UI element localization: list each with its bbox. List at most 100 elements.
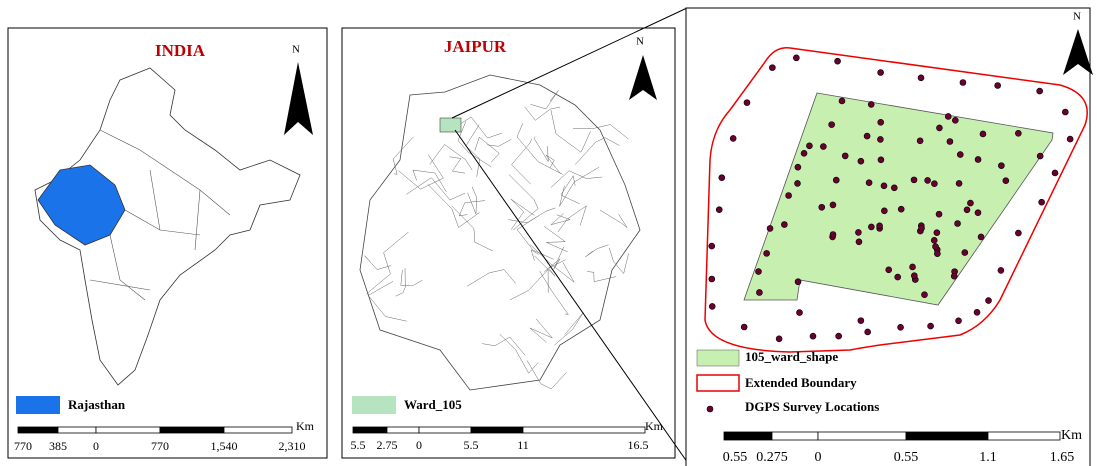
survey-point (794, 180, 800, 186)
north-label: N (292, 44, 300, 56)
survey-point (1037, 88, 1043, 94)
survey-point (952, 117, 958, 123)
survey-point (756, 289, 762, 295)
survey-point (730, 135, 736, 141)
scale-label: 385 (49, 439, 67, 453)
survey-point (829, 122, 835, 128)
survey-point (709, 276, 715, 282)
survey-point (795, 164, 801, 170)
scale-unit: Km (296, 419, 315, 433)
scale-label: 770 (151, 439, 169, 453)
survey-point (716, 207, 722, 213)
survey-point (891, 185, 897, 191)
survey-point (964, 207, 970, 213)
scale-label: 770 (14, 439, 32, 453)
title: INDIA (155, 41, 206, 60)
survey-point (921, 292, 927, 298)
survey-point (835, 58, 841, 64)
survey-point (911, 177, 917, 183)
scale-label: 1.65 (1050, 450, 1075, 465)
survey-point (962, 250, 968, 256)
north-label: N (1073, 11, 1081, 23)
ward-panel: N 105_ward_shape Extended Boundary DGPS … (686, 8, 1093, 466)
survey-point (810, 333, 816, 339)
scale-label: 1.1 (979, 450, 997, 465)
survey-point (1037, 153, 1043, 159)
survey-point (995, 82, 1001, 88)
survey-point (895, 274, 901, 280)
scale-label: 0.275 (756, 450, 788, 465)
legend-swatch (697, 350, 739, 366)
survey-point (975, 210, 981, 216)
legend-label: Extended Boundary (745, 375, 857, 390)
survey-point (806, 143, 812, 149)
scale-label: 16.5 (628, 438, 649, 452)
survey-point (776, 336, 782, 342)
survey-point (878, 69, 884, 75)
survey-point (955, 220, 961, 226)
survey-point (709, 303, 715, 309)
survey-point (786, 192, 792, 198)
survey-point (769, 65, 775, 71)
survey-point (1067, 136, 1073, 142)
survey-point (842, 153, 848, 159)
scale-bar (724, 432, 1060, 440)
survey-point (918, 75, 924, 81)
survey-point (898, 324, 904, 330)
survey-point (956, 318, 962, 324)
survey-point (744, 100, 750, 106)
survey-point (709, 243, 715, 249)
survey-point (931, 237, 937, 243)
survey-point (878, 119, 884, 125)
survey-point (855, 229, 861, 235)
legend-swatch (707, 406, 713, 412)
survey-point (1015, 130, 1021, 136)
survey-point (928, 323, 934, 329)
ward-105 (440, 118, 461, 132)
scale-label: 0 (416, 438, 422, 452)
survey-point (933, 244, 939, 250)
survey-point (796, 310, 802, 316)
scale-label: 5.5 (464, 438, 479, 452)
legend-label: DGPS Survey Locations (745, 399, 879, 414)
survey-point (858, 318, 864, 324)
survey-point (836, 333, 842, 339)
survey-point (934, 230, 940, 236)
survey-point (781, 222, 787, 228)
survey-point (1062, 109, 1068, 115)
survey-point (865, 329, 871, 335)
title: JAIPUR (444, 37, 507, 56)
scale-label: 0.55 (723, 450, 748, 465)
survey-point (866, 180, 872, 186)
survey-point (998, 267, 1004, 273)
survey-point (975, 156, 981, 162)
survey-point (801, 150, 807, 156)
survey-point (864, 133, 870, 139)
survey-point (878, 157, 884, 163)
scale-label: 2.75 (377, 438, 398, 452)
scale-label: 0 (815, 450, 822, 465)
survey-point (945, 113, 951, 119)
survey-point (898, 206, 904, 212)
legend-label: Ward_105 (404, 397, 462, 412)
scale-label: 0.55 (894, 450, 919, 465)
scale-label: 2,310 (279, 439, 306, 453)
survey-point (881, 183, 887, 189)
survey-point (877, 136, 883, 142)
survey-point (951, 273, 957, 279)
survey-point (980, 131, 986, 137)
figure: INDIA N Rajasthan 77038507701,5402,310Km… (0, 0, 1097, 466)
survey-point (767, 225, 773, 231)
survey-point (925, 177, 931, 183)
survey-point (830, 231, 836, 237)
scale-label: 1,540 (211, 439, 238, 453)
survey-point (998, 163, 1004, 169)
survey-point (830, 202, 836, 208)
survey-point (910, 264, 916, 270)
survey-point (919, 225, 925, 231)
survey-point (868, 101, 874, 107)
survey-point (960, 80, 966, 86)
survey-point (947, 139, 953, 145)
survey-point (1015, 230, 1021, 236)
survey-point (839, 98, 845, 104)
